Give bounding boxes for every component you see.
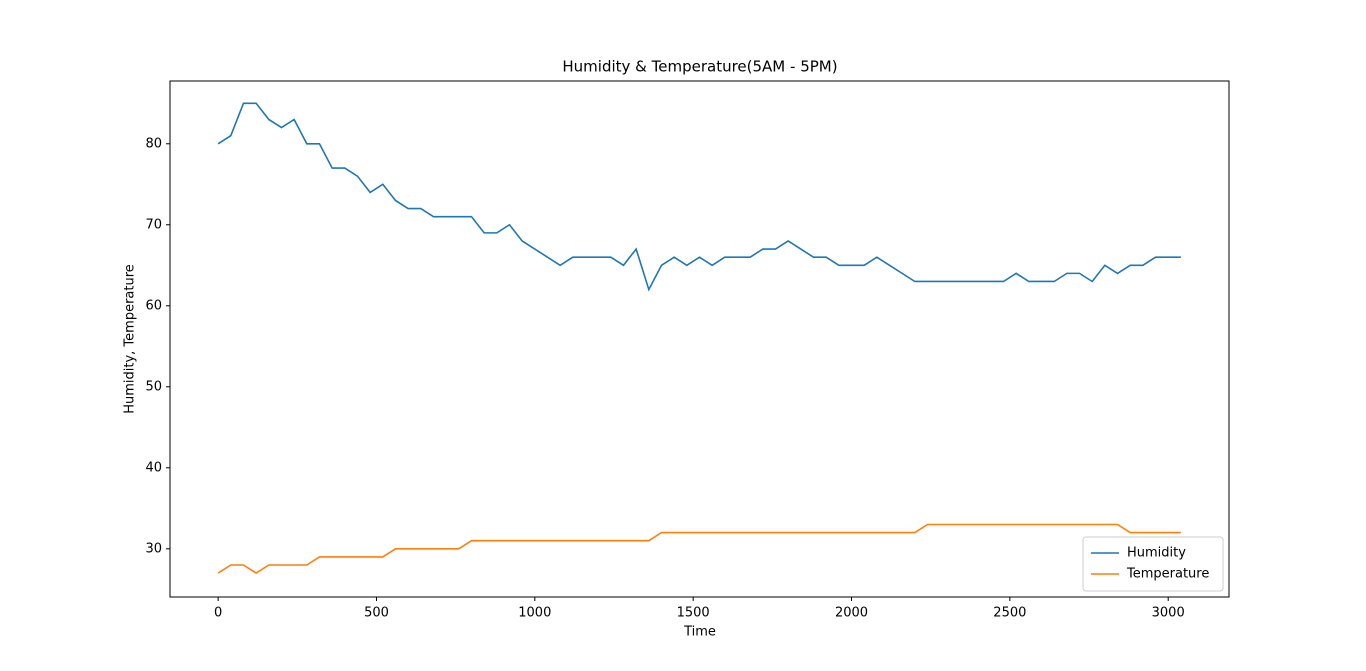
legend-label: Temperature [1126, 567, 1209, 582]
y-tick-label: 80 [145, 136, 162, 151]
y-tick-label: 30 [145, 541, 162, 556]
legend-label: Humidity [1127, 546, 1186, 561]
chart-title: Humidity & Temperature(5AM - 5PM) [562, 58, 837, 76]
y-tick-label: 70 [145, 217, 162, 232]
y-tick-label: 50 [145, 379, 162, 394]
line-series [217, 102, 1181, 292]
plot-frame [169, 80, 1230, 598]
x-tick-label: 1000 [518, 606, 551, 621]
x-tick-label: 3000 [1152, 606, 1185, 621]
legend-box [1082, 536, 1224, 592]
line-series [217, 523, 1181, 575]
x-tick-label: 2500 [993, 606, 1026, 621]
y-tick-label: 40 [145, 460, 162, 475]
x-tick-label: 500 [364, 606, 389, 621]
y-axis-label: Humidity, Temperature [123, 264, 138, 414]
x-axis-label: Time [683, 625, 716, 640]
y-tick-label: 60 [145, 298, 162, 313]
x-tick-label: 0 [214, 606, 222, 621]
x-tick-label: 2000 [835, 606, 868, 621]
x-tick-label: 1500 [677, 606, 710, 621]
